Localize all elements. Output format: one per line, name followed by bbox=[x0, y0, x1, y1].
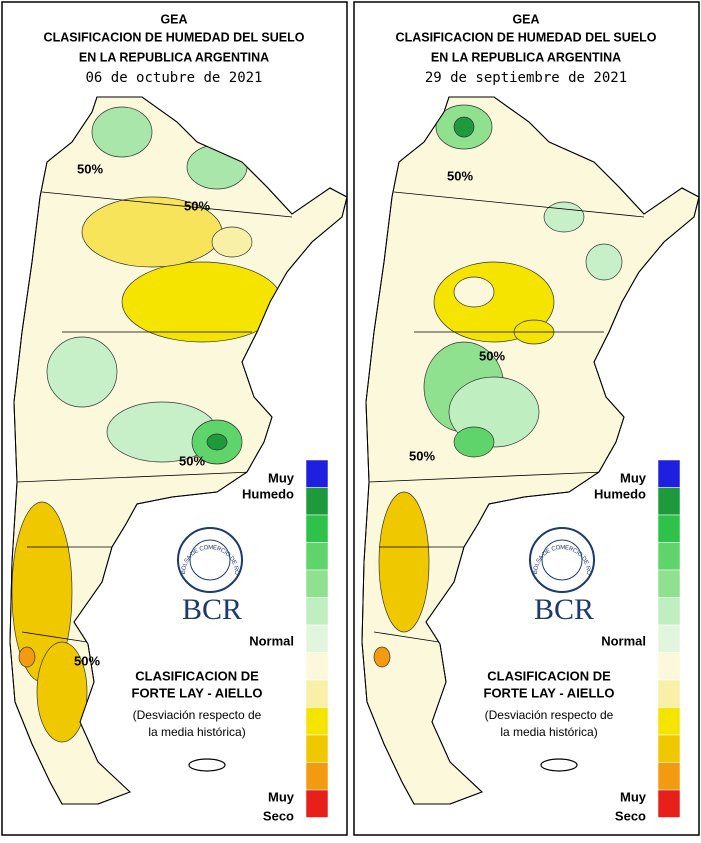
legend-label: Muy bbox=[620, 470, 647, 485]
legend-swatch bbox=[305, 542, 329, 571]
panel: GEA CLASIFICACION DE HUMEDAD DEL SUELO EN … bbox=[0, 0, 348, 836]
island bbox=[188, 758, 226, 772]
moisture-zone bbox=[453, 426, 495, 458]
legend-swatch bbox=[305, 652, 329, 681]
legend-swatch bbox=[305, 762, 329, 791]
contour-label: 50% bbox=[77, 161, 103, 176]
legend-swatch bbox=[657, 652, 681, 681]
logo-ring bbox=[189, 539, 231, 581]
logo-name: BCR bbox=[182, 593, 242, 626]
legend-label: Humedo bbox=[242, 486, 294, 501]
panel: GEA CLASIFICACION DE HUMEDAD DEL SUELO EN … bbox=[352, 0, 700, 836]
moisture-zone bbox=[36, 641, 88, 743]
contour-label: 50% bbox=[74, 653, 100, 668]
legend-swatch bbox=[305, 789, 329, 818]
province-border bbox=[16, 471, 253, 483]
header-title: GEA bbox=[160, 12, 187, 26]
method-text: CLASIFICACION DE bbox=[135, 668, 259, 683]
legend-swatch bbox=[305, 459, 329, 488]
contour-label: 50% bbox=[447, 168, 473, 183]
header-title: CLASIFICACION DE HUMEDAD DEL SUELO bbox=[396, 30, 657, 44]
legend-label: Muy bbox=[268, 470, 295, 485]
moisture-zone bbox=[46, 336, 118, 408]
province-border bbox=[21, 631, 88, 643]
province-border bbox=[393, 191, 645, 218]
island bbox=[540, 758, 578, 772]
logo-name: BCR bbox=[534, 593, 594, 626]
legend-swatch bbox=[657, 789, 681, 818]
legend-swatch bbox=[657, 597, 681, 626]
legend-label: Humedo bbox=[594, 486, 646, 501]
province-border bbox=[41, 191, 293, 218]
legend-swatch bbox=[657, 542, 681, 571]
header-date: 06 de octubre de 2021 bbox=[85, 70, 262, 86]
legend-swatch bbox=[657, 569, 681, 598]
legend-label: Muy bbox=[620, 789, 647, 804]
moisture-zone bbox=[18, 646, 36, 668]
contour-label: 50% bbox=[409, 448, 435, 463]
legend-swatch bbox=[657, 734, 681, 763]
legend-swatch bbox=[657, 762, 681, 791]
moisture-zone bbox=[206, 433, 228, 451]
legend-swatch bbox=[305, 514, 329, 543]
map-country bbox=[9, 96, 348, 805]
legend-swatch bbox=[657, 487, 681, 516]
map-shading bbox=[368, 104, 645, 668]
legend-swatch bbox=[305, 624, 329, 653]
legend-swatch bbox=[657, 459, 681, 488]
logo-ring bbox=[177, 527, 243, 593]
contour-label: 50% bbox=[184, 198, 210, 213]
moisture-zone bbox=[91, 106, 153, 158]
method-text: la media histórica) bbox=[148, 725, 245, 739]
legend-swatch bbox=[305, 679, 329, 708]
method-text: (Desviación respecto de bbox=[133, 708, 262, 722]
legend-label: Normal bbox=[601, 633, 646, 648]
moisture-zone bbox=[585, 243, 623, 281]
header-title: CLASIFICACION DE HUMEDAD DEL SUELO bbox=[44, 30, 305, 44]
header-title: GEA bbox=[512, 12, 539, 26]
province-border bbox=[368, 471, 605, 483]
province-border bbox=[373, 631, 440, 643]
moisture-zone bbox=[543, 201, 585, 233]
header-date: 29 de septiembre de 2021 bbox=[425, 70, 627, 86]
header-title: EN LA REPUBLICA ARGENTINA bbox=[431, 50, 621, 64]
method-text: CLASIFICACION DE bbox=[487, 668, 611, 683]
moisture-zone bbox=[378, 491, 430, 633]
legend-swatch bbox=[305, 707, 329, 736]
header-title: EN LA REPUBLICA ARGENTINA bbox=[79, 50, 269, 64]
method-text: FORTE LAY - AIELLO bbox=[484, 685, 615, 700]
legend-swatch bbox=[305, 597, 329, 626]
legend-swatch bbox=[305, 569, 329, 598]
legend-label: Seco bbox=[615, 808, 646, 823]
logo-ring bbox=[541, 539, 583, 581]
map-country bbox=[361, 96, 700, 805]
legend-swatch bbox=[305, 734, 329, 763]
map-shading bbox=[11, 106, 293, 743]
moisture-zone bbox=[211, 226, 253, 258]
method-text: FORTE LAY - AIELLO bbox=[132, 685, 263, 700]
legend-label: Seco bbox=[263, 808, 294, 823]
legend-label: Muy bbox=[268, 789, 295, 804]
method-text: la media histórica) bbox=[500, 725, 597, 739]
legend-swatch bbox=[657, 514, 681, 543]
moisture-zone bbox=[453, 276, 495, 308]
legend-swatch bbox=[657, 679, 681, 708]
method-text: (Desviación respecto de bbox=[485, 708, 614, 722]
legend-swatch bbox=[657, 624, 681, 653]
moisture-zone bbox=[373, 646, 391, 668]
legend-swatch bbox=[657, 707, 681, 736]
logo-ring bbox=[529, 527, 595, 593]
contour-label: 50% bbox=[179, 453, 205, 468]
legend-label: Normal bbox=[249, 633, 294, 648]
contour-label: 50% bbox=[479, 348, 505, 363]
legend-swatch bbox=[305, 487, 329, 516]
moisture-zone bbox=[453, 116, 475, 138]
